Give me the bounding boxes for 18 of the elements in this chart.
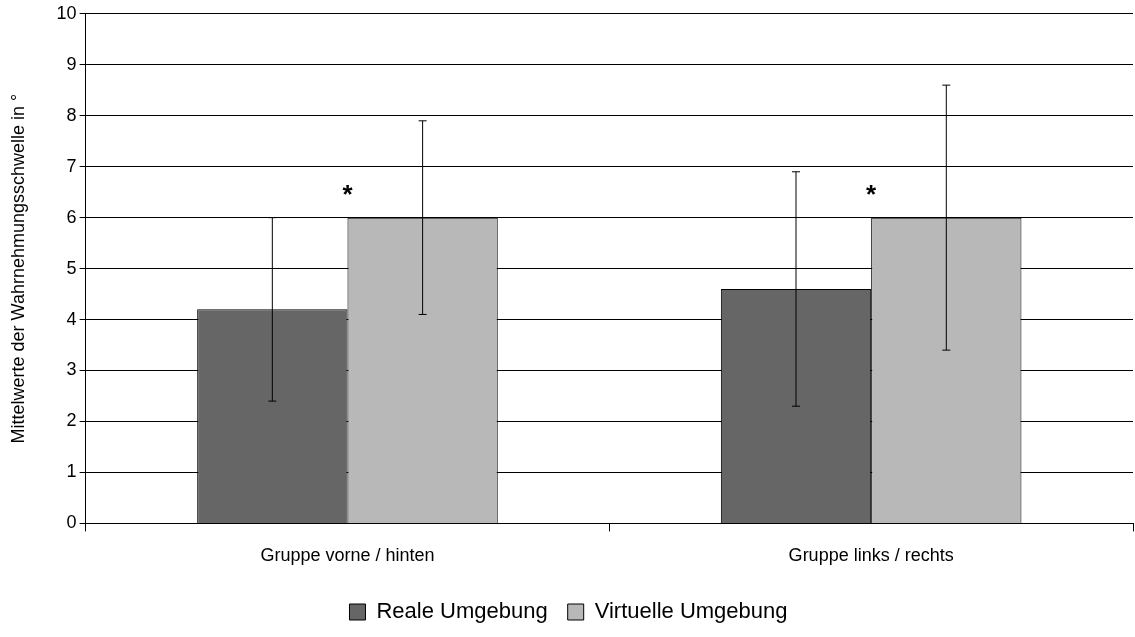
legend-label: Virtuelle Umgebung [594, 598, 788, 624]
y-tick-label: 0 [66, 512, 77, 533]
x-tick-label: Gruppe links / rechts [788, 545, 954, 566]
y-tick-label: 4 [66, 308, 77, 329]
y-tick-label: 6 [66, 206, 77, 227]
y-tick-label: 8 [66, 104, 77, 125]
y-tick-label: 1 [66, 461, 77, 482]
y-tick-label: 5 [66, 257, 77, 278]
y-tick-label: 2 [66, 410, 77, 431]
y-tick-label: 10 [56, 2, 77, 23]
legend-label: Reale Umgebung [376, 598, 548, 624]
annotation: * [342, 178, 354, 209]
x-tick-label: Gruppe vorne / hinten [260, 545, 435, 566]
y-tick-label: 3 [66, 359, 77, 380]
y-tick-label: 9 [66, 53, 77, 74]
y-axis-title: Mittelwerte der Wahrnehmungsschwelle in ° [7, 93, 28, 444]
y-tick-label: 7 [66, 155, 77, 176]
annotation: * [866, 178, 878, 209]
